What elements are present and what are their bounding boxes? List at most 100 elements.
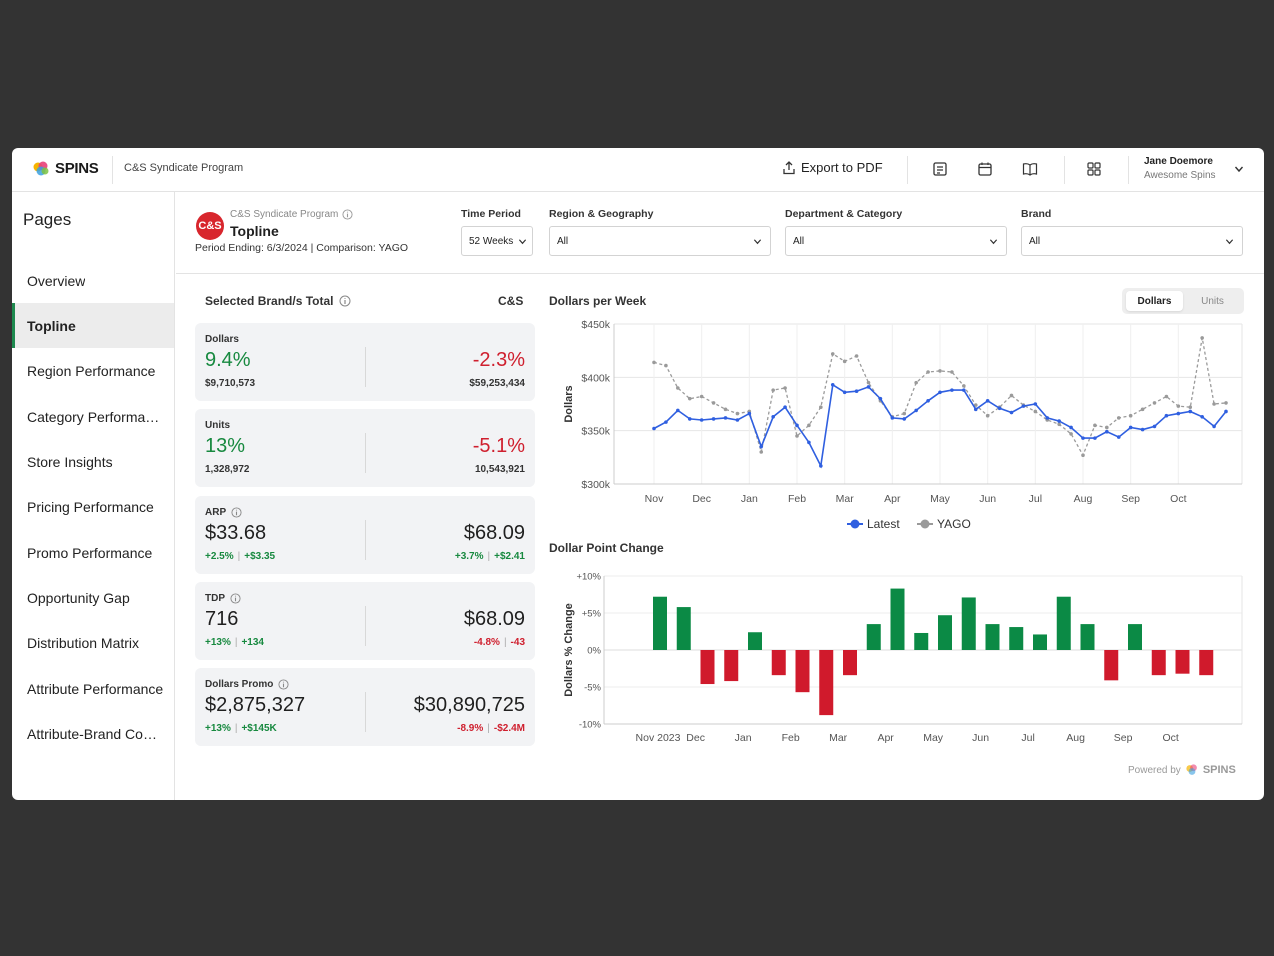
- data-point-latest: [854, 389, 859, 393]
- department-category-label: Department & Category: [785, 208, 903, 220]
- sidebar-item-topline[interactable]: Topline: [12, 303, 174, 348]
- brand-arp-pct: +2.5%: [205, 551, 234, 562]
- period-info: Period Ending: 6/3/2024 | Comparison: YA…: [195, 242, 409, 254]
- bar: [1104, 650, 1119, 681]
- bar: [1009, 627, 1024, 650]
- info-icon[interactable]: [278, 679, 289, 690]
- sidebar-item-opportunity-gap[interactable]: Opportunity Gap: [12, 575, 174, 620]
- notes-icon[interactable]: [932, 161, 948, 177]
- sidebar-item-label: Region Performance: [27, 362, 156, 379]
- y-tick-label: +10%: [576, 572, 601, 583]
- sidebar-item-category-performance[interactable]: Category Performance: [12, 394, 174, 439]
- card-divider: [365, 433, 366, 473]
- app-window: SPINS C&S Syndicate Program Export to PD…: [12, 148, 1264, 800]
- upload-icon: [783, 160, 795, 174]
- card-label-text: TDP: [205, 593, 225, 604]
- data-point-yago: [1224, 401, 1228, 405]
- data-point-latest: [759, 444, 764, 449]
- sidebar-item-promo-performance[interactable]: Promo Performance: [12, 530, 174, 575]
- cs-dollars-change: -2.3%: [472, 349, 525, 371]
- data-point-yago: [973, 403, 978, 407]
- dollars-promo-card: Dollars Promo $2,875,327 +13% | +$145K $30…: [195, 668, 535, 746]
- data-point-latest: [1152, 424, 1157, 429]
- y-tick-label: $350k: [581, 426, 610, 438]
- data-point-latest: [1164, 413, 1169, 418]
- data-point-yago: [914, 380, 918, 385]
- sidebar-item-pricing-performance[interactable]: Pricing Performance: [12, 484, 174, 529]
- brand-units-value: 1,328,972: [205, 464, 250, 475]
- data-point-yago: [723, 407, 728, 412]
- toggle-dollars[interactable]: Dollars: [1126, 291, 1183, 311]
- data-point-yago: [711, 401, 716, 405]
- data-point-latest: [950, 388, 954, 392]
- region-geography-select[interactable]: All: [549, 226, 771, 256]
- x-tick-label: Nov 2023: [636, 732, 681, 744]
- data-point-latest: [795, 423, 799, 428]
- card-label: Dollars: [205, 334, 239, 345]
- card-divider: [365, 347, 366, 387]
- apps-grid-icon[interactable]: [1086, 161, 1102, 177]
- data-point-yago: [938, 369, 942, 373]
- data-point-latest: [842, 390, 847, 395]
- region-geography-value: All: [557, 235, 569, 247]
- data-point-latest: [1200, 415, 1204, 419]
- sidebar-item-distribution-matrix[interactable]: Distribution Matrix: [12, 620, 174, 665]
- spins-logo-icon: [1186, 764, 1197, 775]
- sidebar-item-store-insights[interactable]: Store Insights: [12, 439, 174, 484]
- time-period-value: 52 Weeks: [469, 235, 514, 247]
- info-icon[interactable]: [342, 209, 353, 220]
- info-icon[interactable]: [231, 507, 242, 518]
- x-tick-label: May: [923, 732, 944, 744]
- department-category-select[interactable]: All: [785, 226, 1007, 256]
- sidebar-item-region-performance[interactable]: Region Performance: [12, 348, 174, 393]
- data-point-latest: [878, 396, 883, 401]
- data-point-latest: [1081, 436, 1085, 440]
- card-label-text: ARP: [205, 507, 227, 518]
- bar: [724, 650, 739, 682]
- calendar-icon[interactable]: [977, 161, 993, 177]
- data-point-yago: [1188, 405, 1193, 409]
- user-org: Awesome Spins: [1144, 170, 1216, 181]
- legend-marker-latest: [850, 519, 860, 529]
- chevron-down-icon[interactable]: [1234, 164, 1244, 174]
- arp-card: ARP $33.68 +2.5% | +$3.35 $68.09 +3.7% | +$2…: [195, 496, 535, 574]
- data-point-yago: [819, 405, 823, 409]
- x-tick-label: Sep: [1121, 493, 1140, 505]
- y-tick-label: -10%: [579, 720, 602, 731]
- brand-select[interactable]: All: [1021, 226, 1243, 256]
- program-subtitle: C&S Syndicate Program: [230, 209, 353, 220]
- user-menu[interactable]: Jane Doemore Awesome Spins: [1144, 156, 1216, 181]
- sidebar-item-overview[interactable]: Overview: [12, 258, 174, 303]
- brand-value: All: [1029, 235, 1041, 247]
- sidebar-item-attribute-brand-comparison[interactable]: Attribute-Brand Comparison: [12, 711, 174, 756]
- export-pdf-button[interactable]: Export to PDF: [782, 160, 883, 175]
- logo-text: SPINS: [55, 160, 99, 177]
- time-period-select[interactable]: 52 Weeks: [461, 226, 533, 256]
- data-point-yago: [699, 394, 704, 399]
- data-point-latest: [1021, 404, 1026, 408]
- info-icon[interactable]: [230, 593, 241, 604]
- legend-marker-yago: [920, 519, 930, 529]
- sidebar-item-label: Promo Performance: [27, 544, 153, 561]
- tdp-card: TDP 716 +13% | +134 $68.09 -4.8% | -43: [195, 582, 535, 660]
- sidebar-item-attribute-performance[interactable]: Attribute Performance: [12, 666, 174, 711]
- data-point-latest: [1116, 435, 1121, 439]
- info-icon[interactable]: [339, 295, 351, 307]
- data-point-latest: [973, 407, 978, 412]
- data-point-latest: [664, 420, 668, 424]
- data-point-yago: [1009, 393, 1014, 398]
- bar: [843, 650, 857, 676]
- x-tick-label: Jun: [979, 493, 996, 505]
- spins-logo[interactable]: SPINS: [32, 160, 99, 177]
- toggle-units[interactable]: Units: [1201, 295, 1224, 307]
- brand-promo-value: $2,875,327: [205, 694, 306, 716]
- book-icon[interactable]: [1022, 161, 1038, 177]
- bar: [795, 650, 810, 693]
- data-point-latest: [711, 417, 716, 421]
- sidebar-item-label: Attribute Performance: [27, 680, 164, 697]
- x-tick-label: Apr: [884, 493, 901, 505]
- data-point-yago: [1140, 407, 1145, 412]
- data-point-yago: [807, 423, 811, 428]
- sidebar-item-label: Pricing Performance: [27, 498, 154, 515]
- brand-promo-pct: +13%: [205, 723, 231, 734]
